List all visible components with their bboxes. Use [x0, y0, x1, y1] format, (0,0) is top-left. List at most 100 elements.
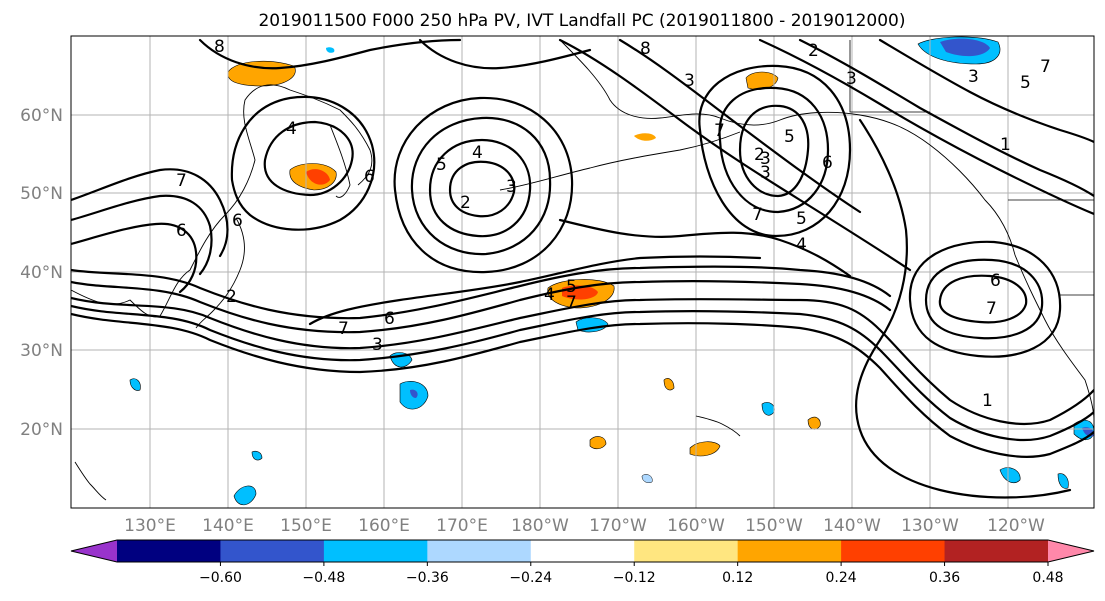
lon-label: 130°W [901, 516, 959, 536]
contour-label: 6 [990, 271, 1001, 291]
colorbar-tick-label: 0.12 [722, 570, 753, 586]
colorbar-ticks: −0.60 −0.48 −0.36 −0.24 −0.12 0.12 0.24 0.36 0.4… [199, 562, 1064, 586]
positive-anomaly [634, 133, 656, 141]
contour-label: 6 [176, 221, 187, 241]
lon-label: 140°E [202, 516, 254, 536]
graticule [71, 36, 1094, 508]
contour-label: 4 [796, 235, 807, 255]
colorbar-tick-label: 0.24 [826, 570, 857, 586]
colorbar-swatch [530, 540, 635, 562]
aleutian-islands [499, 131, 741, 191]
colorbar-tick-label: −0.12 [613, 570, 656, 586]
contour-label: 8 [214, 37, 225, 57]
lon-label: 160°W [667, 516, 725, 536]
negative-anomaly [326, 47, 335, 53]
colorbar-segments [70, 539, 1095, 563]
colorbar-tick-label: 0.48 [1032, 570, 1063, 586]
contour-label: 3 [968, 67, 979, 87]
colorbar-swatch [737, 540, 842, 562]
colorbar-tick-label: 0.36 [929, 570, 960, 586]
negative-anomaly [251, 450, 263, 461]
kamchatka-coastline [329, 124, 351, 198]
alaska-coastline [559, 39, 1094, 421]
negative-anomaly [129, 378, 141, 391]
lon-label: 130°E [124, 516, 176, 536]
negative-anomaly [410, 389, 418, 398]
negative-anomaly [940, 38, 990, 57]
contour-label: 1 [982, 391, 993, 411]
colorbar-tick-label: −0.24 [509, 570, 552, 586]
contour-label: 4 [472, 143, 483, 163]
negative-anomaly [233, 485, 257, 506]
colorbar-tick-label: −0.48 [302, 570, 345, 586]
contour-label: 4 [286, 119, 297, 139]
negative-anomaly [641, 474, 653, 483]
map-frame [70, 35, 1095, 509]
lon-label: 140°W [823, 516, 881, 536]
latitude-labels: 60°N 50°N 40°N 30°N 20°N [20, 106, 63, 440]
contour-label: 3 [760, 149, 771, 169]
colorbar-swatch [427, 540, 532, 562]
positive-anomaly [663, 378, 675, 391]
contour-label: 3 [684, 71, 695, 91]
contour-label: 7 [986, 299, 997, 319]
colorbar-extend-min [71, 540, 117, 562]
colorbar-tick-label: −0.36 [406, 570, 449, 586]
contour-label: 7 [752, 205, 763, 225]
contour-label: 5 [436, 155, 447, 175]
colorbar-outline [70, 539, 1095, 563]
contour-label: 8 [640, 39, 651, 59]
alaska-canada-border [849, 40, 930, 113]
colorbar-swatch [634, 540, 739, 562]
contour-label: 7 [566, 293, 577, 313]
contour-labels: 8 4 6 5 4 2 3 8 3 2 3 3 5 7 2 3 6 5 7 4 [176, 37, 1051, 411]
contour-label: 6 [384, 309, 395, 329]
contour-label: 2 [226, 287, 237, 307]
colorbar: −0.60 −0.48 −0.36 −0.24 −0.12 0.12 0.24 0.36 0.4… [70, 539, 1095, 586]
contour-label: 1 [1000, 135, 1011, 155]
lon-label: 170°E [436, 516, 488, 536]
contour-label: 2 [808, 41, 819, 61]
lat-label: 30°N [20, 341, 63, 361]
colorbar-swatch [117, 540, 221, 562]
contour-label: 2 [460, 193, 471, 213]
map-title: 2019011500 F000 250 hPa PV, IVT Landfall… [258, 11, 905, 31]
colorbar-swatch [323, 540, 428, 562]
lat-label: 50°N [20, 184, 63, 204]
longitude-labels: 130°E 140°E 150°E 160°E 170°E 180°W 170°… [124, 516, 1045, 536]
positive-anomaly [306, 169, 330, 185]
contour-label: 7 [1040, 57, 1051, 77]
positive-anomaly [807, 416, 821, 430]
lon-label: 150°W [745, 516, 803, 536]
contour-label: 6 [364, 167, 375, 187]
contour-label: 2 [754, 145, 765, 165]
lon-label: 180°W [511, 516, 569, 536]
map-area: 8 4 6 5 4 2 3 8 3 2 3 3 5 7 2 3 6 5 7 4 [70, 35, 1095, 509]
negative-anomaly [1057, 473, 1069, 489]
contour-label: 3 [846, 69, 857, 89]
positive-anomaly [589, 436, 607, 450]
colorbar-tick-label: −0.60 [199, 570, 242, 586]
lon-label: 120°W [987, 516, 1045, 536]
lat-label: 20°N [20, 420, 63, 440]
contour-label: 6 [232, 211, 243, 231]
lon-label: 150°E [280, 516, 332, 536]
contour-label: 5 [1020, 73, 1031, 93]
lon-label: 160°E [358, 516, 410, 536]
hawaii-islands [695, 415, 741, 437]
western-pacific-islands [74, 461, 107, 501]
contour-label: 4 [544, 285, 555, 305]
contour-label: 7 [176, 171, 187, 191]
contour-label: 3 [506, 177, 517, 197]
colorbar-swatch [841, 540, 946, 562]
contour-label: 3 [760, 163, 771, 183]
lat-label: 40°N [20, 263, 63, 283]
contour-label: 5 [566, 277, 577, 297]
lon-label: 170°W [589, 516, 647, 536]
japan-coastline [195, 217, 245, 329]
contour-label: 5 [784, 127, 795, 147]
colorbar-swatch [220, 540, 325, 562]
contour-label: 7 [714, 121, 725, 141]
contour-label: 3 [372, 335, 383, 355]
